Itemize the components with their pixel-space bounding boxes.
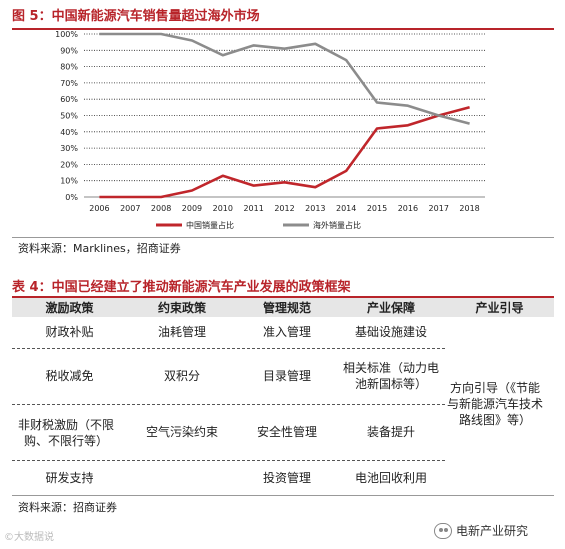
figure-title-rule (12, 28, 554, 30)
table-cell: 目录管理 (262, 369, 311, 383)
y-tick-label: 70% (60, 79, 78, 88)
x-tick-label: 2017 (429, 204, 449, 213)
x-tick-label: 2013 (305, 204, 325, 213)
x-tick-label: 2009 (182, 204, 202, 213)
watermark-right-label: 电新产业研究 (456, 524, 529, 538)
watermark-left: ©大数据说 (4, 532, 54, 543)
table-header-cell: 管理规范 (262, 300, 311, 315)
table-header-cell: 产业保障 (366, 300, 415, 315)
table-header-row: 激励政策 约束政策 管理规范 产业保障 产业引导 (12, 298, 554, 317)
y-tick-label: 0% (65, 193, 78, 202)
x-tick-label: 2014 (336, 204, 356, 213)
series-line-1 (99, 32, 470, 125)
table-cell: 研发支持 (45, 471, 94, 485)
y-tick-label: 30% (60, 144, 78, 153)
table-row-divider (12, 348, 445, 349)
wechat-icon (434, 522, 452, 539)
x-tick-label: 2008 (151, 204, 171, 213)
table-title-rule (12, 296, 554, 298)
table-cell: 非财税激励（不限购、不限行等） (17, 418, 114, 448)
x-tick-label: 2011 (243, 204, 263, 213)
y-tick-label: 50% (60, 112, 78, 121)
y-tick-label: 60% (60, 95, 78, 104)
legend-label: 海外销量占比 (313, 220, 361, 230)
x-tick-label: 2007 (120, 204, 140, 213)
table-cell: 双积分 (163, 369, 200, 383)
x-tick-label: 2015 (367, 204, 387, 213)
table-bottom-rule (12, 495, 554, 496)
table-cell: 税收减免 (45, 369, 94, 383)
x-tick-label: 2012 (274, 204, 294, 213)
watermark-right: 电新产业研究 (434, 522, 528, 539)
y-tick-label: 20% (60, 160, 78, 169)
table-cell: 准入管理 (262, 325, 311, 339)
line-chart: 0% 10% 20% 30% 40% 50% 60% 70% 80% 90% 100% 2006 200… (55, 30, 485, 230)
figure-title: 图 5：中国新能源汽车销售量超过海外市场 (12, 9, 260, 24)
y-tick-label: 10% (60, 177, 78, 186)
figure-bottom-rule (12, 237, 554, 238)
table-header-cell: 激励政策 (45, 300, 94, 315)
y-tick-label: 40% (60, 128, 78, 137)
y-tick-label: 90% (60, 46, 78, 55)
table-row-divider (12, 404, 445, 405)
legend-label: 中国销量占比 (186, 220, 234, 230)
table-cell: 油耗管理 (157, 325, 206, 339)
table-cell-merged: 方向引导（《节能与新能源汽车技术路线图》等） (446, 381, 543, 427)
table-title: 表 4：中国已经建立了推动新能源汽车产业发展的政策框架 (12, 280, 351, 295)
table-cell: 基础设施建设 (354, 325, 427, 339)
table-cell: 电池回收利用 (354, 471, 427, 485)
table-header-cell: 约束政策 (157, 300, 206, 315)
table-cell: 安全性管理 (256, 425, 317, 439)
x-tick-label: 2010 (213, 204, 233, 213)
table-cell: 投资管理 (262, 471, 311, 485)
table-header-cell: 产业引导 (475, 300, 524, 315)
table-row-divider (12, 460, 445, 461)
x-tick-label: 2016 (398, 204, 418, 213)
table-cell: 财政补贴 (45, 325, 94, 339)
table-source: 资料来源：招商证券 (18, 501, 117, 514)
x-tick-label: 2006 (89, 204, 109, 213)
figure-source: 资料来源：Marklines，招商证券 (18, 242, 181, 255)
y-tick-label: 100% (55, 30, 78, 39)
series-line-0 (99, 106, 470, 199)
y-tick-label: 80% (60, 63, 78, 72)
table-cell: 装备提升 (366, 425, 415, 439)
x-tick-label: 2018 (459, 204, 479, 213)
table-cell: 相关标准（动力电池新国标等） (343, 361, 440, 391)
table-cell: 空气污染约束 (145, 425, 218, 439)
